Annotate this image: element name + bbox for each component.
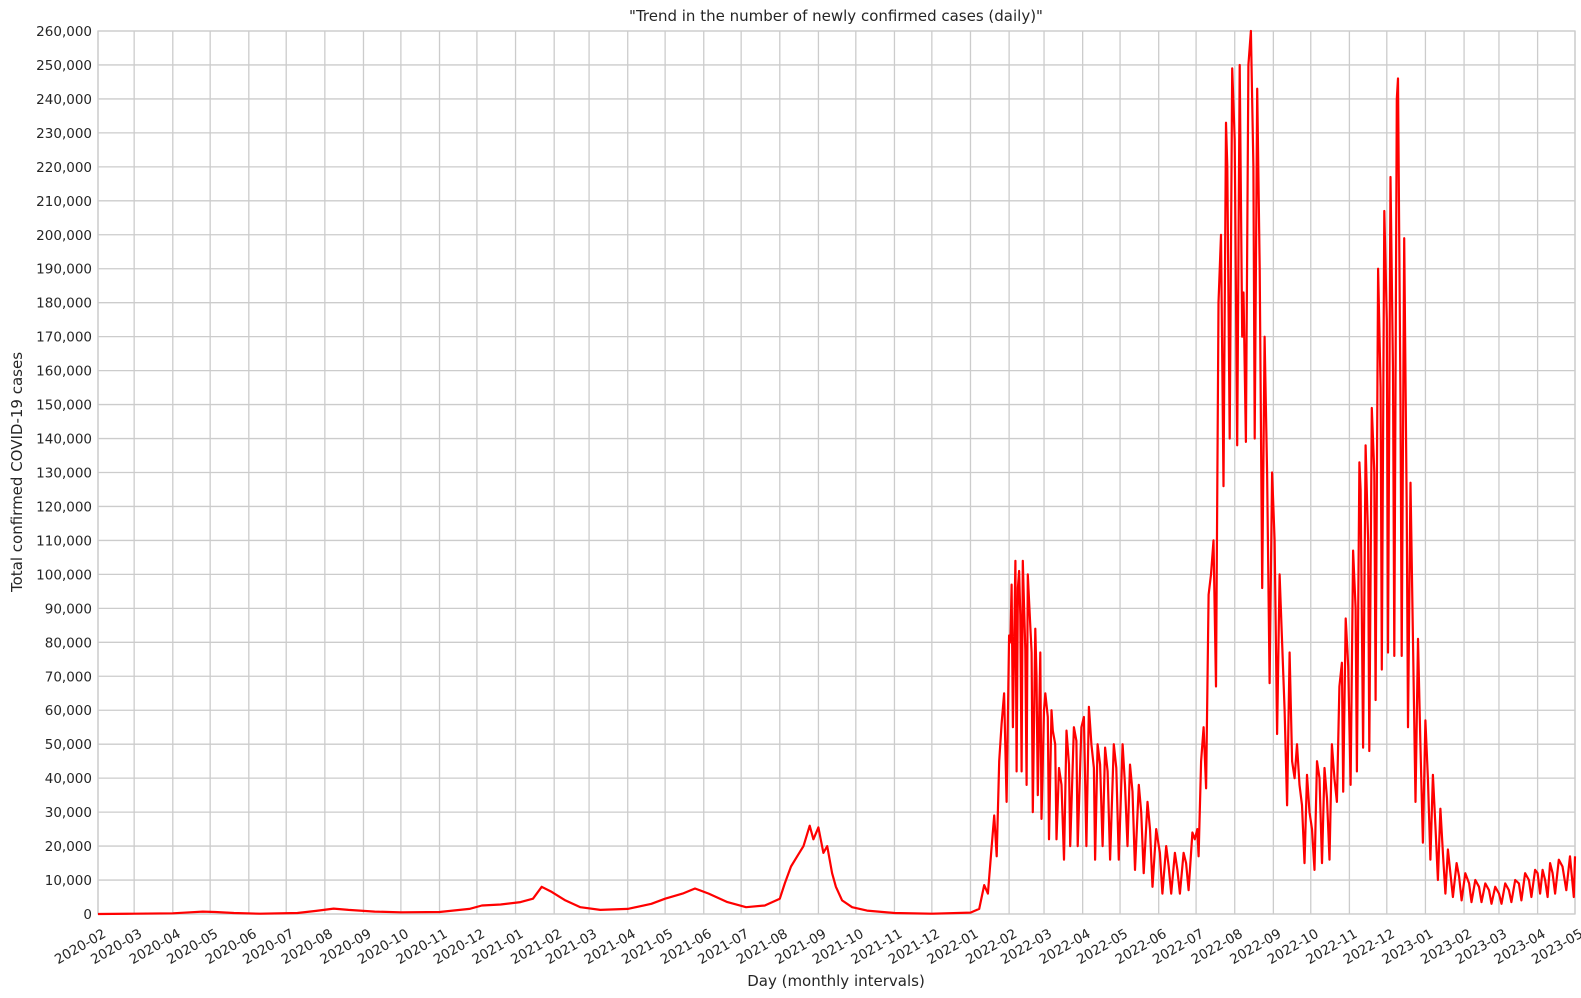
y-tick-labels: 0 10,000 20,000 30,000 40,000 50,000 60,000 70,… — [36, 24, 92, 923]
y-axis-label: Total confirmed COVID-19 cases — [8, 352, 26, 593]
y-tick-label: 140,000 — [36, 432, 92, 448]
grid-lines — [97, 30, 1576, 915]
y-tick-label: 160,000 — [36, 364, 92, 380]
series-line — [97, 29, 1577, 916]
y-tick-label: 0 — [83, 907, 92, 923]
x-axis-label: Day (monthly intervals) — [747, 972, 925, 990]
y-tick-label: 150,000 — [36, 398, 92, 414]
y-tick-label: 170,000 — [36, 330, 92, 346]
y-tick-label: 30,000 — [45, 805, 92, 821]
y-tick-label: 70,000 — [45, 669, 92, 685]
y-tick-label: 120,000 — [36, 499, 92, 515]
y-tick-label: 130,000 — [36, 466, 92, 482]
y-tick-label: 50,000 — [45, 737, 92, 753]
y-tick-label: 110,000 — [36, 533, 92, 549]
y-tick-label: 90,000 — [45, 601, 92, 617]
y-tick-label: 190,000 — [36, 262, 92, 278]
y-tick-label: 20,000 — [45, 839, 92, 855]
y-tick-label: 240,000 — [36, 92, 92, 108]
y-tick-label: 200,000 — [36, 228, 92, 244]
y-tick-label: 80,000 — [45, 635, 92, 651]
y-tick-label: 250,000 — [36, 58, 92, 74]
y-tick-label: 220,000 — [36, 160, 92, 176]
y-tick-label: 40,000 — [45, 771, 92, 787]
y-tick-label: 100,000 — [36, 567, 92, 583]
series-layer — [97, 29, 1577, 916]
y-tick-label: 210,000 — [36, 194, 92, 210]
x-tick-labels: 2020-022020-032020-042020-052020-062020-… — [52, 926, 1581, 968]
y-tick-label: 260,000 — [36, 24, 92, 40]
chart-title: "Trend in the number of newly confirmed … — [629, 7, 1043, 25]
y-tick-label: 230,000 — [36, 126, 92, 142]
y-tick-label: 180,000 — [36, 296, 92, 312]
plot-frame — [97, 30, 1576, 915]
y-tick-label: 10,000 — [45, 873, 92, 889]
y-tick-label: 60,000 — [45, 703, 92, 719]
